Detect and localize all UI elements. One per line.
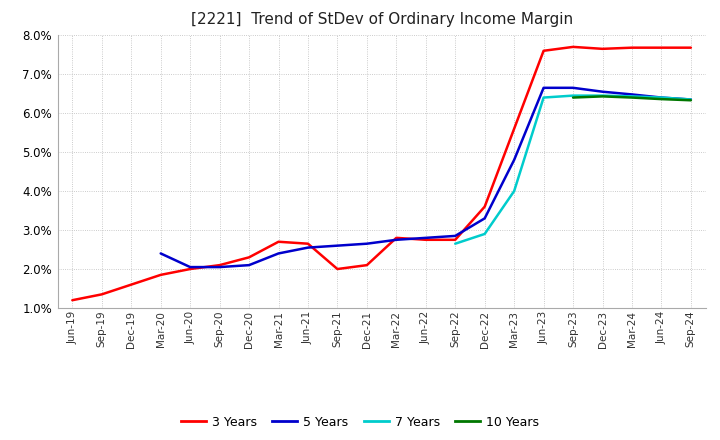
- 10 Years: [657, 96, 666, 102]
- 3 Years: [569, 44, 577, 50]
- 10 Years: [598, 94, 607, 99]
- 7 Years: [598, 93, 607, 98]
- 5 Years: [363, 241, 372, 246]
- 3 Years: [510, 126, 518, 132]
- 5 Years: [598, 89, 607, 94]
- 3 Years: [628, 45, 636, 50]
- 5 Years: [392, 237, 400, 242]
- 5 Years: [215, 264, 224, 270]
- 7 Years: [687, 97, 696, 102]
- 7 Years: [628, 94, 636, 99]
- 7 Years: [480, 231, 489, 237]
- 3 Years: [392, 235, 400, 241]
- 3 Years: [156, 272, 165, 278]
- Title: [2221]  Trend of StDev of Ordinary Income Margin: [2221] Trend of StDev of Ordinary Income…: [191, 12, 572, 27]
- 3 Years: [598, 46, 607, 51]
- 3 Years: [97, 292, 106, 297]
- 5 Years: [569, 85, 577, 91]
- 7 Years: [510, 188, 518, 194]
- 5 Years: [480, 216, 489, 221]
- 5 Years: [186, 264, 194, 270]
- 3 Years: [127, 282, 135, 287]
- 3 Years: [274, 239, 283, 244]
- Line: 7 Years: 7 Years: [455, 95, 691, 244]
- 3 Years: [245, 255, 253, 260]
- Line: 3 Years: 3 Years: [72, 47, 691, 300]
- 3 Years: [657, 45, 666, 50]
- 7 Years: [657, 95, 666, 100]
- 3 Years: [480, 204, 489, 209]
- 3 Years: [186, 266, 194, 271]
- 5 Years: [245, 263, 253, 268]
- 3 Years: [451, 237, 459, 242]
- 3 Years: [304, 241, 312, 246]
- 5 Years: [333, 243, 342, 248]
- 5 Years: [156, 251, 165, 256]
- 3 Years: [68, 297, 76, 303]
- 5 Years: [657, 95, 666, 100]
- 10 Years: [628, 95, 636, 100]
- 10 Years: [687, 98, 696, 103]
- Line: 5 Years: 5 Years: [161, 88, 691, 267]
- 5 Years: [628, 92, 636, 97]
- 5 Years: [510, 157, 518, 162]
- 3 Years: [215, 263, 224, 268]
- 7 Years: [539, 95, 548, 100]
- 3 Years: [363, 263, 372, 268]
- 5 Years: [304, 245, 312, 250]
- 5 Years: [539, 85, 548, 91]
- 7 Years: [569, 93, 577, 98]
- 5 Years: [687, 97, 696, 102]
- 5 Years: [451, 233, 459, 238]
- 3 Years: [333, 266, 342, 271]
- 3 Years: [421, 237, 430, 242]
- 3 Years: [687, 45, 696, 50]
- 3 Years: [539, 48, 548, 53]
- Line: 10 Years: 10 Years: [573, 96, 691, 100]
- Legend: 3 Years, 5 Years, 7 Years, 10 Years: 3 Years, 5 Years, 7 Years, 10 Years: [176, 411, 544, 434]
- 7 Years: [451, 241, 459, 246]
- 5 Years: [274, 251, 283, 256]
- 5 Years: [421, 235, 430, 241]
- 10 Years: [569, 95, 577, 100]
